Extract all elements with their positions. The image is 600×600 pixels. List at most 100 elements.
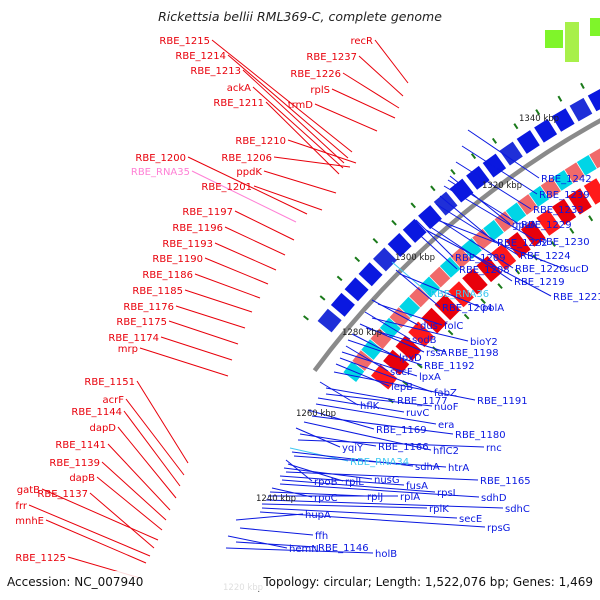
leader-line: [239, 527, 314, 536]
reverse-gene: [418, 205, 442, 230]
gene-block: [517, 194, 538, 215]
reverse-gene: [344, 277, 369, 302]
leader-line: [411, 227, 458, 270]
scale-tick: [336, 275, 343, 282]
gene-label: RBE_1214: [175, 51, 226, 62]
leader-line: [359, 323, 425, 353]
gene-label: RBE_1229: [521, 220, 572, 231]
reverse-gene: [358, 262, 383, 287]
leader-line: [168, 320, 239, 345]
gene-block: [472, 228, 493, 250]
gene-label: RBE_1169: [376, 425, 427, 436]
scale-label: 1280 kbp: [342, 328, 382, 338]
gene-label: RBE_1144: [71, 407, 122, 418]
leader-line: [211, 39, 353, 153]
leader-line: [45, 519, 147, 564]
leader-line: [295, 427, 341, 448]
scale-label: 1320 kbp: [482, 181, 522, 191]
gene-label: acrF: [103, 395, 125, 406]
gene-block: [505, 202, 527, 224]
leader-line: [235, 513, 304, 521]
gene-label: RBE_1206: [221, 153, 272, 164]
leader-line: [125, 398, 185, 476]
gene-label: RBE_1219: [514, 277, 565, 288]
gene-block: [589, 148, 600, 169]
forward-gene: [434, 294, 461, 321]
gene-label: fusA: [406, 481, 428, 492]
gene-label: yqiY: [342, 443, 364, 454]
gene-block: [540, 177, 561, 199]
forward-gene: [583, 178, 600, 205]
gene-label: RBE_1185: [132, 286, 183, 297]
gene-label: RBE_1215: [159, 36, 210, 47]
gene-label: era: [438, 420, 454, 431]
gene-block: [552, 170, 573, 191]
forward-gene: [551, 198, 577, 225]
gene-block: [429, 266, 451, 288]
forward-gene: [520, 220, 546, 247]
leader-line: [358, 55, 404, 97]
scale-tick: [319, 295, 326, 301]
gene-label: rpoC: [314, 493, 338, 504]
leader-line: [194, 273, 261, 299]
leader-line: [297, 439, 485, 448]
leader-line: [325, 387, 396, 401]
gene-label: dapB: [69, 473, 95, 484]
reverse-gene: [317, 308, 342, 333]
gene-label: polA: [482, 303, 504, 314]
gene-label: RBE_1165: [480, 476, 531, 487]
leader-line: [293, 455, 447, 468]
leader-line: [96, 476, 163, 531]
scale-tick: [491, 137, 498, 144]
scale-tick: [303, 315, 309, 321]
gene-label: trmD: [288, 100, 314, 111]
gene-label: lpxA: [419, 372, 441, 383]
gene-label: RBE_1204: [442, 303, 493, 314]
gene-label: RBE_1220: [515, 264, 566, 275]
leader-line: [285, 471, 479, 481]
gene-label: sdhC: [505, 504, 530, 515]
gene-label: RBE_1209: [455, 253, 506, 264]
leader-line: [341, 351, 418, 377]
scale-tick: [430, 185, 436, 192]
gene-label: RBE_RNA34: [350, 457, 409, 468]
gene-label: RBE_1193: [162, 239, 213, 250]
gene-label: RBE_1141: [55, 440, 106, 451]
leader-line: [347, 339, 423, 366]
scale-label: 1240 kbp: [256, 494, 296, 504]
leader-line: [214, 242, 277, 271]
leader-line: [374, 39, 409, 84]
gene-label: holB: [375, 549, 397, 560]
gene-label: gpsA: [512, 220, 537, 231]
gene-label: rplS: [310, 85, 330, 96]
leader-line: [136, 380, 189, 464]
leader-line: [187, 156, 308, 215]
gene-label: bioY2: [470, 337, 498, 348]
leader-line: [253, 185, 323, 211]
scale-label: 1260 kbp: [296, 409, 336, 419]
gene-block: [461, 238, 482, 259]
leader-line: [291, 451, 414, 467]
gene-label: hupA: [305, 510, 331, 521]
leader-line: [314, 103, 378, 132]
forward-gene: [567, 188, 592, 215]
gene-label: RBE_1213: [190, 66, 241, 77]
gene-label: RBE_1196: [172, 223, 223, 234]
gene-label: RBE_1237: [306, 52, 357, 63]
scale-tick: [447, 329, 454, 336]
scale-tick: [569, 227, 575, 234]
leader-line: [447, 179, 520, 225]
forward-gene: [476, 255, 502, 283]
scale-tick: [470, 153, 477, 160]
leader-line: [325, 393, 433, 407]
forward-gene: [491, 243, 517, 270]
gene-label: RBE_1197: [182, 207, 233, 218]
gene-label: hflC2: [433, 446, 459, 457]
gene-block: [352, 350, 374, 371]
leader-line: [28, 504, 151, 557]
genome-backbone: [312, 118, 600, 372]
gene-label: dus: [420, 321, 438, 332]
gene-labels: RBE_1215 RBE_1214 RBE_1213 ackA RBE_1211 recR…: [15, 36, 600, 564]
leader-line: [415, 219, 454, 258]
